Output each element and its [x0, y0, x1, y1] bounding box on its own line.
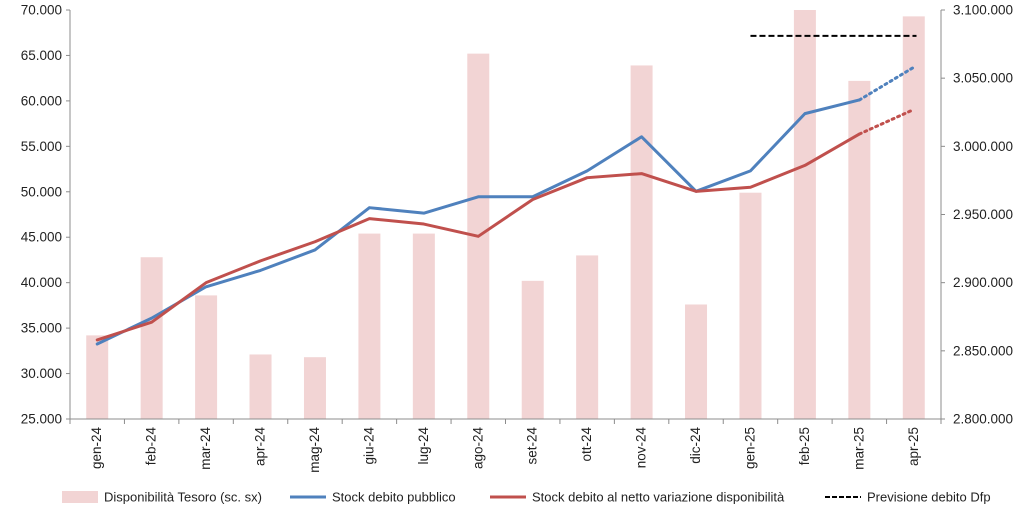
left-tick-label: 60.000 [21, 93, 62, 108]
legend-label: Stock debito pubblico [332, 490, 456, 505]
left-tick-label: 45.000 [21, 230, 62, 245]
bar-giu-24 [358, 233, 381, 419]
left-tick-label: 55.000 [21, 139, 62, 154]
bar-nov-24 [630, 65, 653, 419]
bar-gen-25 [739, 192, 762, 419]
bar-mar-25 [848, 80, 871, 419]
right-tick-label: 3.050.000 [953, 71, 1013, 86]
bar-gen-24 [86, 335, 109, 419]
bar-feb-25 [793, 10, 816, 419]
bar-dic-24 [685, 304, 708, 419]
x-tick-label: apr-25 [906, 427, 921, 466]
x-tick-label: gen-25 [742, 427, 757, 469]
legend-label: Disponibilità Tesoro (sc. sx) [104, 490, 262, 505]
bar-mag-24 [303, 357, 326, 419]
line-series [95, 34, 917, 346]
x-tick-label: dic-24 [688, 427, 703, 464]
bar-apr-25 [902, 16, 925, 420]
left-axis-ticks: 25.000 30.000 35.000 40.000 45.000 50.000 55.0… [21, 3, 70, 427]
x-tick-label: lug-24 [416, 427, 431, 465]
bar-lug-24 [412, 233, 435, 419]
bar-ott-24 [576, 255, 599, 419]
right-tick-label: 2.850.000 [953, 343, 1013, 358]
line-stock-debito [95, 98, 861, 346]
x-axis-ticks: gen-24 feb-24 mar-24 apr-24 mag-24 giu-24 lug-… [69, 419, 942, 473]
x-tick-label: apr-24 [253, 427, 268, 467]
x-tick-label: gen-24 [89, 427, 104, 470]
right-tick-label: 3.000.000 [953, 139, 1013, 154]
x-tick-label: mag-24 [307, 427, 322, 473]
x-tick-label: set-24 [525, 427, 540, 465]
legend: Disponibilità Tesoro (sc. sx) Stock debit… [62, 490, 991, 505]
x-tick-label: mar-24 [198, 427, 213, 470]
line-forecast-stock-debito [857, 65, 916, 102]
bar-series-disponibilita [86, 10, 925, 420]
x-tick-label: mar-25 [851, 427, 866, 470]
bar-mar-24 [195, 295, 218, 419]
left-tick-label: 35.000 [21, 321, 62, 336]
right-tick-label: 3.100.000 [953, 3, 1013, 18]
legend-label: Stock debito al netto variazione disponi… [532, 490, 785, 505]
left-tick-label: 30.000 [21, 366, 62, 381]
right-tick-label: 2.950.000 [953, 207, 1013, 222]
x-tick-label: feb-25 [797, 427, 812, 465]
x-tick-label: ott-24 [579, 427, 594, 462]
x-tick-label: ago-24 [470, 427, 485, 470]
legend-label: Previsione debito Dfp [867, 490, 991, 505]
bar-set-24 [521, 280, 544, 419]
x-tick-label: nov-24 [634, 427, 649, 469]
line-forecast-stock-debito-netto [857, 108, 916, 136]
legend-swatch-disponibilita [62, 491, 98, 503]
x-tick-label: feb-24 [144, 427, 159, 466]
right-axis-ticks: 2.800.000 2.850.000 2.900.000 2.950.000 3.00… [941, 3, 1013, 427]
bar-feb-24 [140, 257, 163, 419]
left-tick-label: 65.000 [21, 48, 62, 63]
left-tick-label: 50.000 [21, 184, 62, 199]
right-tick-label: 2.900.000 [953, 275, 1013, 290]
left-tick-label: 70.000 [21, 3, 62, 18]
x-tick-label: giu-24 [361, 427, 376, 465]
left-tick-label: 25.000 [21, 412, 62, 427]
left-tick-label: 40.000 [21, 275, 62, 290]
line-stock-debito-netto [95, 132, 861, 342]
right-tick-label: 2.800.000 [953, 412, 1013, 427]
bar-apr-24 [249, 354, 272, 419]
